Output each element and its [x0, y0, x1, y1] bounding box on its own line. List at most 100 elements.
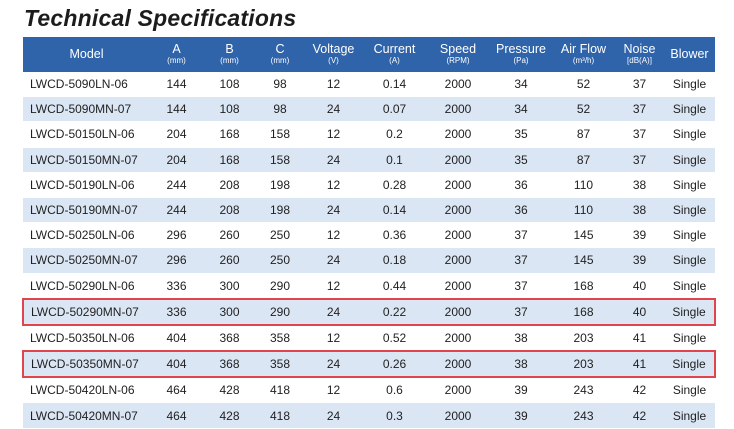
cell-current: 0.44	[363, 273, 426, 300]
cell-voltage: 24	[304, 96, 363, 123]
cell-speed: 2000	[426, 247, 490, 274]
cell-pressure: 37	[490, 247, 552, 274]
cell-air-flow: 52	[552, 72, 615, 98]
column-header-noise: Noise [dB(A)]	[623, 42, 656, 66]
cell-current: 0.52	[363, 324, 426, 352]
cell-b: 260	[203, 222, 256, 249]
cell-air-flow: 87	[552, 147, 615, 173]
cell-air-flow: 52	[552, 96, 615, 123]
cell-blower: Single	[664, 273, 715, 300]
cell-a: 244	[150, 197, 203, 224]
cell-pressure: 37	[490, 273, 552, 300]
table-row: LWCD-50190MN-07 244 208 198 24 0.14 2000 36 110 3…	[23, 197, 715, 224]
cell-speed: 2000	[426, 273, 490, 300]
cell-noise: 37	[615, 121, 664, 148]
cell-c: 418	[256, 377, 304, 404]
column-header-current: Current (A)	[373, 42, 416, 66]
cell-noise: 38	[615, 197, 664, 224]
table-row: LWCD-50250MN-07 296 260 250 24 0.18 2000 37 145 3…	[23, 247, 715, 274]
specifications-table: Model A (mm) B (mm) C (mm) Voltage (V) Curre…	[22, 37, 716, 429]
cell-model: LWCD-50250MN-07	[23, 247, 150, 274]
cell-voltage: 12	[304, 172, 363, 198]
cell-blower: Single	[664, 297, 716, 326]
cell-b: 168	[203, 121, 256, 148]
cell-model: LWCD-50290LN-06	[23, 273, 150, 300]
table-header-row: Model A (mm) B (mm) C (mm) Voltage (V) Curre…	[23, 37, 715, 72]
cell-b: 108	[203, 72, 256, 98]
table-row: LWCD-50290MN-07 336 300 290 24 0.22 2000 37 168 4…	[22, 297, 716, 326]
cell-speed: 2000	[426, 377, 490, 404]
cell-noise: 37	[615, 72, 664, 98]
cell-blower: Single	[664, 121, 715, 148]
cell-c: 358	[256, 350, 304, 379]
cell-b: 208	[203, 197, 256, 224]
table-row: LWCD-50290LN-06 336 300 290 12 0.44 2000 37 168 4…	[23, 273, 715, 300]
cell-air-flow: 168	[552, 297, 615, 326]
cell-a: 296	[150, 222, 203, 249]
cell-speed: 2000	[426, 222, 490, 249]
cell-model: LWCD-50350MN-07	[22, 350, 150, 379]
cell-pressure: 39	[490, 377, 552, 404]
cell-voltage: 12	[304, 377, 363, 404]
cell-voltage: 24	[304, 197, 363, 224]
cell-voltage: 12	[304, 72, 363, 98]
cell-current: 0.26	[363, 350, 426, 379]
cell-model: LWCD-50290MN-07	[22, 297, 150, 326]
cell-noise: 39	[615, 222, 664, 249]
column-header-air-flow: Air Flow (m³/h)	[560, 42, 607, 66]
table-body: LWCD-5090LN-06 144 108 98 12 0.14 2000 34 52 37 Si…	[22, 72, 716, 429]
cell-noise: 37	[615, 147, 664, 173]
column-header-b: B (mm)	[220, 42, 239, 66]
cell-blower: Single	[664, 350, 716, 379]
cell-a: 144	[150, 72, 203, 98]
cell-pressure: 36	[490, 172, 552, 198]
column-header-blower: Blower	[670, 47, 709, 61]
table-row: LWCD-50250LN-06 296 260 250 12 0.36 2000 37 145 3…	[23, 222, 715, 249]
cell-c: 198	[256, 172, 304, 198]
cell-noise: 41	[615, 350, 664, 379]
cell-air-flow: 203	[552, 350, 615, 379]
cell-c: 98	[256, 72, 304, 98]
cell-pressure: 35	[490, 121, 552, 148]
cell-a: 336	[150, 297, 203, 326]
cell-noise: 38	[615, 172, 664, 198]
cell-a: 404	[150, 324, 203, 352]
cell-speed: 2000	[426, 324, 490, 352]
cell-air-flow: 110	[552, 197, 615, 224]
cell-speed: 2000	[426, 197, 490, 224]
column-header-pressure: Pressure (Pa)	[495, 42, 547, 66]
cell-pressure: 37	[490, 297, 552, 326]
cell-speed: 2000	[426, 350, 490, 379]
cell-air-flow: 145	[552, 222, 615, 249]
column-header-model: Model	[69, 47, 104, 61]
cell-model: LWCD-50190MN-07	[23, 197, 150, 224]
cell-b: 368	[203, 350, 256, 379]
cell-model: LWCD-50350LN-06	[23, 324, 150, 352]
cell-air-flow: 243	[552, 377, 615, 404]
cell-current: 0.1	[363, 147, 426, 173]
cell-noise: 40	[615, 273, 664, 300]
cell-blower: Single	[664, 172, 715, 198]
column-header-a: A (mm)	[167, 42, 186, 66]
table-row: LWCD-50150LN-06 204 168 158 12 0.2 2000 35 87 37 S…	[23, 121, 715, 148]
cell-a: 144	[150, 96, 203, 123]
cell-model: LWCD-50150MN-07	[23, 147, 150, 173]
cell-air-flow: 203	[552, 324, 615, 352]
cell-c: 290	[256, 297, 304, 326]
cell-speed: 2000	[426, 297, 490, 326]
cell-air-flow: 87	[552, 121, 615, 148]
cell-voltage: 24	[304, 247, 363, 274]
cell-b: 208	[203, 172, 256, 198]
cell-blower: Single	[664, 247, 715, 274]
cell-b: 368	[203, 324, 256, 352]
cell-pressure: 37	[490, 222, 552, 249]
cell-a: 244	[150, 172, 203, 198]
cell-pressure: 34	[490, 72, 552, 98]
cell-air-flow: 110	[552, 172, 615, 198]
table-row: LWCD-50350MN-07 404 368 358 24 0.26 2000 38 203 4…	[22, 350, 716, 379]
cell-blower: Single	[664, 197, 715, 224]
cell-noise: 41	[615, 324, 664, 352]
cell-blower: Single	[664, 96, 715, 123]
cell-a: 204	[150, 147, 203, 173]
cell-voltage: 24	[304, 147, 363, 173]
